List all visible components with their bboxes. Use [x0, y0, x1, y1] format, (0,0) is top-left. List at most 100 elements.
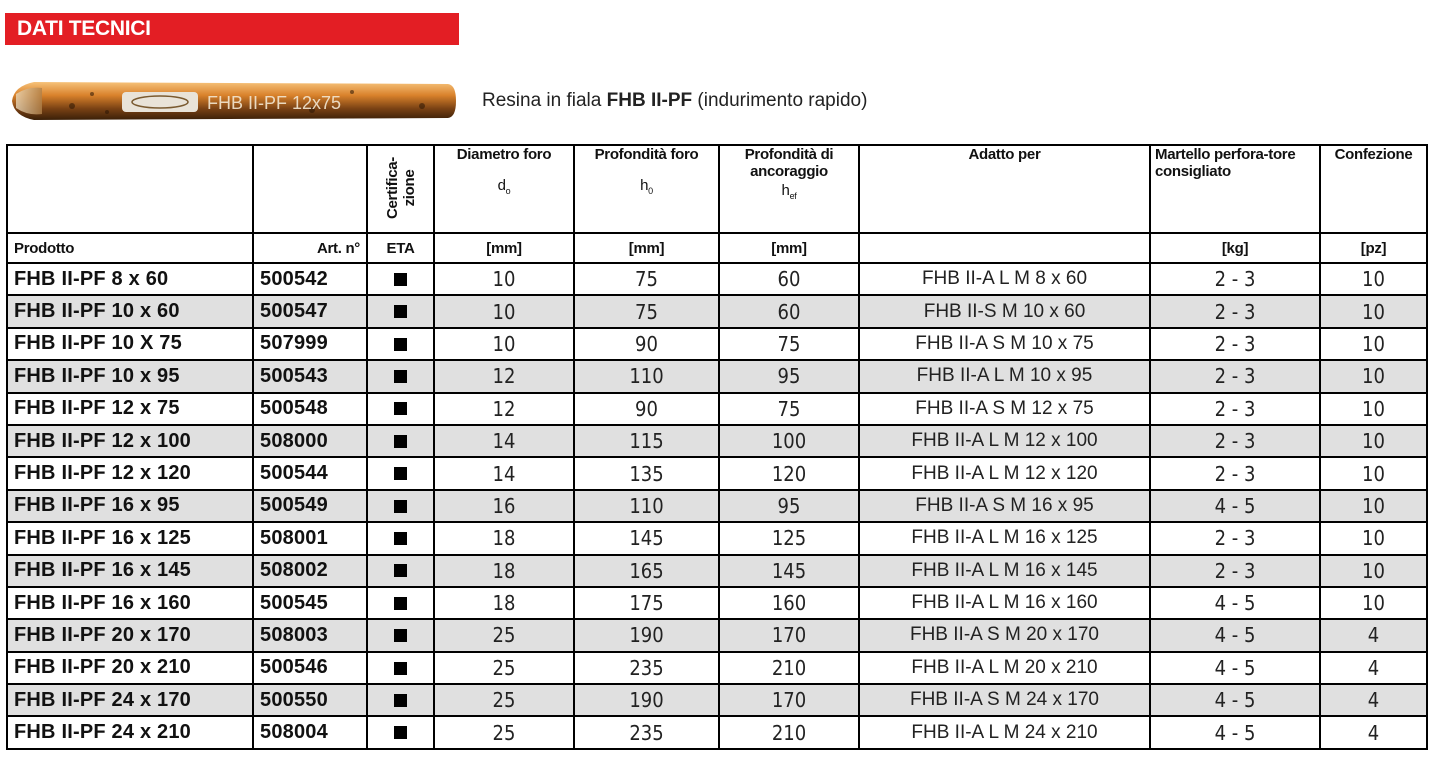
table-row: FHB II-PF 16 x 160 500545 18 175 160 FHB II-A…	[6, 585, 1428, 621]
cell-profondita: 190	[573, 683, 720, 718]
cell-prodotto: FHB II-PF 16 x 125	[6, 521, 254, 556]
eta-certified-square-icon	[394, 305, 407, 319]
cell-profondita: 145	[573, 521, 720, 556]
cell-ancoraggio: 60	[718, 294, 860, 329]
cell-profondita: 75	[573, 294, 720, 329]
eta-certified-square-icon	[394, 402, 407, 416]
cell-ancoraggio: 160	[718, 585, 860, 621]
cell-art: 500548	[252, 391, 368, 426]
table-row: FHB II-PF 10 X 75 507999 10 90 75 FHB II-A S …	[6, 326, 1428, 362]
cell-martello: 4 - 5	[1149, 715, 1321, 750]
cell-prodotto: FHB II-PF 24 x 170	[6, 683, 254, 718]
table-row: FHB II-PF 12 x 75 500548 12 90 75 FHB II-A S …	[6, 391, 1428, 426]
eta-certified-square-icon	[394, 693, 407, 707]
cell-ancoraggio: 170	[718, 618, 860, 653]
col-header-diametro: Diametro foro do	[433, 144, 575, 234]
unit-martello: [kg]	[1149, 232, 1321, 264]
col-header-art: Art. n°	[252, 232, 368, 264]
table-row: FHB II-PF 10 x 60 500547 10 75 60 FHB II-S M …	[6, 294, 1428, 329]
cell-confezione: 10	[1319, 488, 1428, 524]
eta-certified-square-icon	[394, 596, 407, 610]
cell-confezione: 10	[1319, 423, 1428, 459]
eta-certified-square-icon	[394, 272, 407, 286]
eta-certified-square-icon	[394, 370, 407, 384]
cell-art: 500542	[252, 261, 368, 297]
cell-diametro: 18	[433, 585, 575, 621]
cell-diametro: 12	[433, 359, 575, 394]
cell-profondita: 75	[573, 261, 720, 297]
cell-adatto: FHB II-A L M 20 x 210	[858, 650, 1151, 686]
cell-art: 500547	[252, 294, 368, 329]
cell-art: 500546	[252, 650, 368, 686]
cell-profondita: 165	[573, 553, 720, 588]
cell-eta	[366, 326, 435, 362]
cell-art: 508000	[252, 423, 368, 459]
cell-art: 500544	[252, 456, 368, 491]
eta-certified-square-icon	[394, 337, 407, 351]
desc-suffix: (indurimento rapido)	[692, 90, 868, 111]
cell-ancoraggio: 75	[718, 391, 860, 426]
eta-certified-square-icon	[394, 661, 407, 675]
cell-eta	[366, 683, 435, 718]
cell-adatto: FHB II-S M 10 x 60	[858, 294, 1151, 329]
col-header-eta: ETA	[366, 232, 435, 264]
cell-confezione: 10	[1319, 261, 1428, 297]
cell-diametro: 10	[433, 326, 575, 362]
profondita-label: Profondità foro	[594, 146, 699, 163]
cell-confezione: 10	[1319, 294, 1428, 329]
cell-ancoraggio: 125	[718, 521, 860, 556]
cell-ancoraggio: 210	[718, 650, 860, 686]
unit-confezione: [pz]	[1319, 232, 1428, 264]
cell-eta	[366, 456, 435, 491]
table-row: FHB II-PF 8 x 60 500542 10 75 60 FHB II-A L M…	[6, 261, 1428, 297]
cell-profondita: 110	[573, 488, 720, 524]
cell-eta	[366, 488, 435, 524]
col-header-prodotto-top	[6, 144, 254, 233]
cell-art: 508004	[252, 715, 368, 750]
cell-martello: 4 - 5	[1149, 488, 1321, 524]
cell-profondita: 135	[573, 456, 720, 491]
capsule-label: FHB II-PF 12x75	[207, 93, 341, 113]
technical-data-table: Certifica- zione Diametro foro do Profon…	[6, 144, 1428, 750]
cell-diametro: 12	[433, 391, 575, 426]
table-row: FHB II-PF 16 x 145 508002 18 165 145 FHB II-A…	[6, 553, 1428, 588]
cell-adatto: FHB II-A L M 16 x 160	[858, 585, 1151, 621]
table-row: FHB II-PF 20 x 210 500546 25 235 210 FHB II-A…	[6, 650, 1428, 686]
certificazione-label: Certifica- zione	[383, 156, 418, 220]
cell-adatto: FHB II-A S M 12 x 75	[858, 391, 1151, 426]
cell-eta	[366, 585, 435, 621]
cell-ancoraggio: 75	[718, 326, 860, 362]
col-header-certificazione: Certifica- zione	[366, 144, 435, 234]
cell-diametro: 18	[433, 553, 575, 588]
cell-diametro: 25	[433, 683, 575, 718]
diametro-symbol: do	[497, 177, 511, 196]
diametro-label: Diametro foro	[456, 146, 552, 163]
cell-prodotto: FHB II-PF 8 x 60	[6, 261, 254, 297]
cell-confezione: 10	[1319, 391, 1428, 426]
cell-adatto: FHB II-A L M 24 x 210	[858, 715, 1151, 750]
cell-prodotto: FHB II-PF 16 x 160	[6, 585, 254, 621]
cell-eta	[366, 294, 435, 329]
cell-profondita: 190	[573, 618, 720, 653]
cell-ancoraggio: 100	[718, 423, 860, 459]
cell-confezione: 10	[1319, 359, 1428, 394]
ancoraggio-symbol: hef	[781, 182, 797, 201]
cell-diametro: 25	[433, 650, 575, 686]
cell-prodotto: FHB II-PF 12 x 100	[6, 423, 254, 459]
cell-prodotto: FHB II-PF 16 x 145	[6, 553, 254, 588]
cell-confezione: 10	[1319, 456, 1428, 491]
unit-adatto	[858, 232, 1151, 264]
cell-adatto: FHB II-A L M 12 x 100	[858, 423, 1151, 459]
cell-diametro: 25	[433, 618, 575, 653]
eta-certified-square-icon	[394, 467, 407, 481]
cell-martello: 4 - 5	[1149, 683, 1321, 718]
desc-prefix: Resina in fiala	[482, 90, 607, 111]
cell-prodotto: FHB II-PF 10 x 95	[6, 359, 254, 394]
cell-martello: 2 - 3	[1149, 521, 1321, 556]
cell-diametro: 10	[433, 294, 575, 329]
col-header-art-top	[252, 144, 368, 233]
cell-art: 508003	[252, 618, 368, 653]
cell-profondita: 115	[573, 423, 720, 459]
cell-art: 507999	[252, 326, 368, 362]
cell-ancoraggio: 95	[718, 488, 860, 524]
